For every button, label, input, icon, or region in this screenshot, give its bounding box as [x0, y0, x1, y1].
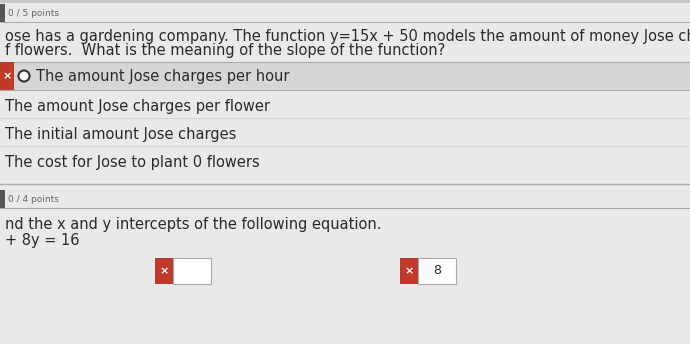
Text: f flowers.  What is the meaning of the slope of the function?: f flowers. What is the meaning of the sl…	[5, 43, 445, 58]
Text: 8: 8	[433, 265, 441, 278]
Text: ×: ×	[404, 266, 414, 276]
Text: ose has a gardening company. The function y=15x + 50 models the amount of money : ose has a gardening company. The functio…	[5, 29, 690, 43]
Text: + 8y = 16: + 8y = 16	[5, 234, 79, 248]
Text: ×: ×	[159, 266, 168, 276]
Text: The initial amount Jose charges: The initial amount Jose charges	[5, 127, 237, 141]
Bar	[0, 62, 690, 90]
Bar	[0, 4, 5, 22]
Text: nd the x and y intercepts of the following equation.: nd the x and y intercepts of the followi…	[5, 216, 382, 232]
Bar	[400, 258, 418, 284]
Bar	[155, 258, 173, 284]
Text: The amount Jose charges per flower: The amount Jose charges per flower	[5, 98, 270, 114]
Bar	[0, 62, 14, 90]
Bar	[173, 258, 211, 284]
Text: ×: ×	[2, 71, 12, 81]
Text: The amount Jose charges per hour: The amount Jose charges per hour	[36, 68, 290, 84]
Bar	[0, 0, 690, 3]
Text: 0 / 5 points: 0 / 5 points	[8, 9, 59, 18]
Circle shape	[19, 71, 30, 82]
Bar	[418, 258, 456, 284]
Text: 0 / 4 points: 0 / 4 points	[8, 194, 59, 204]
Text: The cost for Jose to plant 0 flowers: The cost for Jose to plant 0 flowers	[5, 154, 259, 170]
Bar	[0, 190, 5, 208]
